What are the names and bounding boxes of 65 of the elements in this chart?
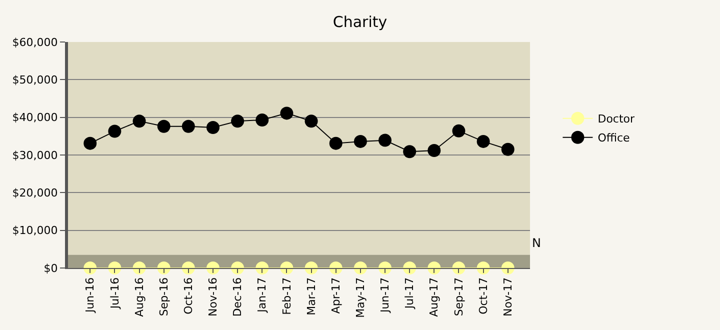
x-tick-label: May-17 xyxy=(354,277,368,318)
chart-title: Charity xyxy=(332,13,388,31)
x-tick-label: Aug-16 xyxy=(132,277,146,317)
y-tick-label: $20,000 xyxy=(12,186,58,200)
point xyxy=(231,262,244,274)
point xyxy=(182,120,195,133)
point xyxy=(206,121,220,134)
point xyxy=(378,134,392,147)
x-tick-label: Sep-16 xyxy=(157,277,170,316)
point xyxy=(428,144,441,157)
point xyxy=(280,262,294,274)
point xyxy=(403,145,416,158)
point xyxy=(182,262,195,274)
text: N xyxy=(532,236,541,250)
y-tick-label: $40,000 xyxy=(12,111,58,124)
y-tick-label: $60,000 xyxy=(12,36,58,49)
point xyxy=(206,262,220,274)
point xyxy=(132,114,146,128)
point xyxy=(84,262,97,274)
x-tick-label: Nov-16 xyxy=(206,277,220,317)
x-tick-label: Sep-17 xyxy=(452,277,466,316)
x-tick-label: Jul-16 xyxy=(108,277,122,310)
point xyxy=(501,142,514,156)
point xyxy=(108,124,122,138)
point xyxy=(452,124,466,138)
y-tick-label: $0 xyxy=(44,262,58,275)
x-tick-label: Apr-17 xyxy=(329,277,342,314)
x-tick-label: Oct-16 xyxy=(182,277,195,314)
point xyxy=(476,262,490,274)
point xyxy=(452,262,466,274)
x-tick-label: Feb-17 xyxy=(280,277,294,315)
x-tick-label: Nov-17 xyxy=(501,277,514,317)
point xyxy=(280,106,294,120)
point xyxy=(304,262,318,274)
x-tick-label: Mar-17 xyxy=(304,277,318,316)
y-tick-label: $10,000 xyxy=(12,224,58,238)
point xyxy=(157,262,170,274)
legend-label: Office xyxy=(598,132,630,145)
point xyxy=(403,262,416,274)
point xyxy=(256,262,269,274)
point xyxy=(157,120,170,133)
legend-label: Doctor xyxy=(598,112,636,126)
point xyxy=(84,136,97,150)
x-tick-label: Jun-17 xyxy=(378,277,392,314)
point xyxy=(354,262,367,274)
x-tick-label: Jul-17 xyxy=(403,277,416,310)
y-tick-label: $30,000 xyxy=(12,148,58,162)
point xyxy=(501,262,514,274)
point xyxy=(476,134,490,148)
point xyxy=(256,113,269,126)
point xyxy=(132,262,146,274)
point xyxy=(354,134,367,148)
point xyxy=(231,114,244,128)
point xyxy=(304,114,318,128)
point xyxy=(329,262,342,274)
x-tick-label: Jun-16 xyxy=(84,277,97,314)
point xyxy=(108,262,122,274)
point xyxy=(329,136,342,150)
x-tick-label: Dec-16 xyxy=(231,277,244,317)
x-tick-label: Oct-17 xyxy=(476,277,490,314)
point xyxy=(378,262,392,274)
x-tick-label: Jan-17 xyxy=(256,277,269,314)
x-tick-label: Aug-17 xyxy=(428,277,441,317)
point xyxy=(428,262,441,274)
y-tick-label: $50,000 xyxy=(12,74,58,87)
